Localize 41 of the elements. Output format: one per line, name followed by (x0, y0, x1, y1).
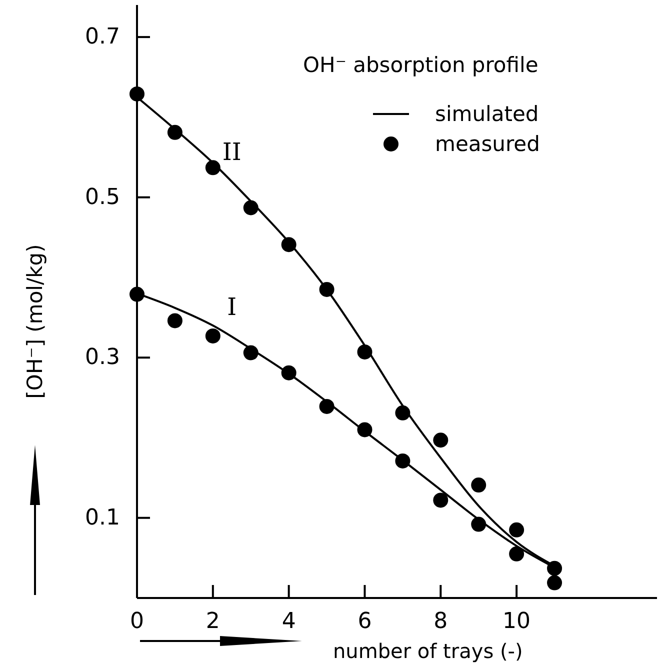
point (509, 522, 524, 538)
x-tick-label: 8 (434, 609, 448, 634)
x-tick-label: 10 (502, 609, 531, 634)
point (547, 575, 562, 590)
point (319, 398, 334, 414)
legend-label: measured (435, 132, 540, 156)
point (319, 282, 334, 297)
y-tick-label: 0.7 (85, 24, 120, 50)
point (205, 328, 220, 344)
point (471, 516, 486, 532)
x-tick-label: 0 (130, 609, 144, 634)
point (205, 160, 220, 176)
legend-title: OH⁻ absorption profile (303, 53, 538, 77)
y-axis-title: [OH⁻] (mol/kg) (23, 244, 47, 399)
point (167, 124, 182, 140)
y-tick-label: 0.3 (85, 345, 120, 370)
y-tick-label: 0.5 (85, 184, 120, 210)
annotation: II (222, 138, 242, 166)
point (243, 200, 258, 216)
x-tick-label: 2 (206, 609, 220, 634)
x-tick-label: 4 (282, 609, 296, 634)
point (547, 560, 562, 576)
point (433, 432, 448, 448)
point (395, 405, 410, 420)
x-axis-title: number of trays (-) (333, 639, 523, 663)
point (281, 365, 296, 380)
point (357, 344, 372, 360)
point (243, 345, 258, 360)
point (281, 237, 296, 252)
annotation: I (227, 293, 237, 322)
point (395, 453, 410, 468)
point (167, 313, 182, 328)
x-tick-label: 6 (358, 609, 372, 634)
point (130, 286, 144, 302)
point (509, 546, 524, 562)
legend-label: simulated (435, 102, 539, 126)
point (130, 86, 144, 102)
y-tick-label: 0.1 (85, 505, 120, 530)
point (433, 492, 448, 508)
point (357, 422, 372, 438)
point (471, 478, 486, 493)
